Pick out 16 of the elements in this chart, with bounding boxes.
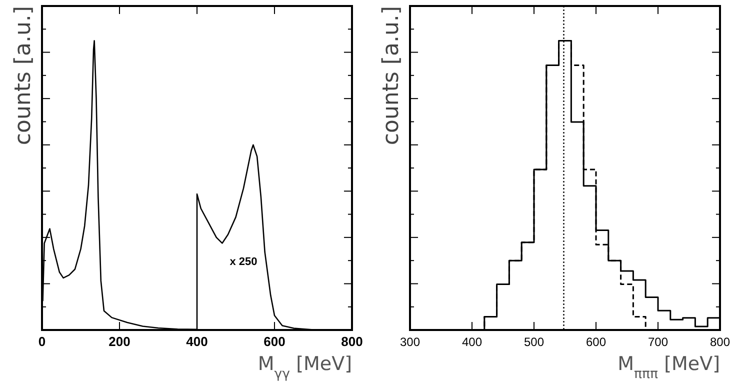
y-axis-title: counts [a.u.]	[11, 6, 36, 146]
x-axis-title: M$_{γγ}$ [MeV]	[258, 353, 352, 382]
x-tick-label: 600	[264, 334, 286, 349]
x-axis-title: M$_{πππ}$ [MeV]	[618, 353, 720, 382]
x-tick-label: 300	[400, 335, 420, 349]
x-tick-label: 400	[186, 334, 208, 349]
x-tick-label: 200	[108, 334, 130, 349]
x-tick-label: 600	[586, 335, 606, 349]
x-tick-label: 800	[341, 334, 363, 349]
x-tick-label: 700	[648, 335, 668, 349]
annotation: x 250	[230, 256, 258, 268]
x-tick-label: 800	[710, 335, 730, 349]
x-tick-label: 400	[462, 335, 482, 349]
y-axis-title: counts [a.u.]	[379, 6, 404, 146]
x-tick-label: 0	[38, 334, 46, 349]
x-tick-label: 500	[524, 335, 544, 349]
